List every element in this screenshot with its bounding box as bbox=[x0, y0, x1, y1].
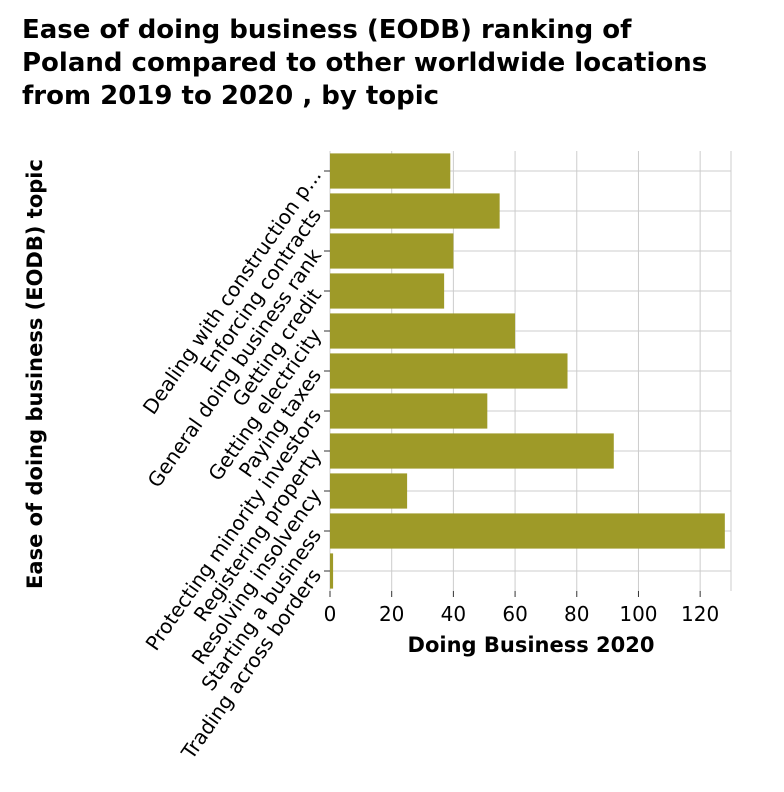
x-tick-label: 120 bbox=[681, 602, 719, 626]
x-ticks: 0 20 40 60 80 100 120 bbox=[324, 591, 719, 626]
bar bbox=[330, 553, 334, 589]
bar bbox=[330, 513, 725, 549]
x-tick-label: 20 bbox=[379, 602, 404, 626]
bar bbox=[330, 153, 451, 189]
bar bbox=[330, 433, 614, 469]
bars bbox=[330, 153, 725, 589]
x-axis-title: Doing Business 2020 bbox=[408, 633, 655, 657]
x-tick-label: 0 bbox=[324, 602, 337, 626]
y-axis-title: Ease of doing business (EODB) topic bbox=[23, 159, 47, 589]
x-tick-label: 100 bbox=[619, 602, 657, 626]
x-tick-label: 60 bbox=[502, 602, 527, 626]
x-tick-label: 40 bbox=[441, 602, 466, 626]
bar bbox=[330, 313, 516, 349]
bar bbox=[330, 473, 408, 509]
bar bbox=[330, 393, 488, 429]
x-tick-label: 80 bbox=[564, 602, 589, 626]
bar bbox=[330, 273, 445, 309]
bar bbox=[330, 353, 568, 389]
y-ticks: Dealing with construction p...Enforcing … bbox=[138, 164, 330, 764]
bar bbox=[330, 233, 454, 269]
chart-title: Ease of doing business (EODB) ranking of… bbox=[22, 15, 708, 111]
bar bbox=[330, 193, 500, 229]
